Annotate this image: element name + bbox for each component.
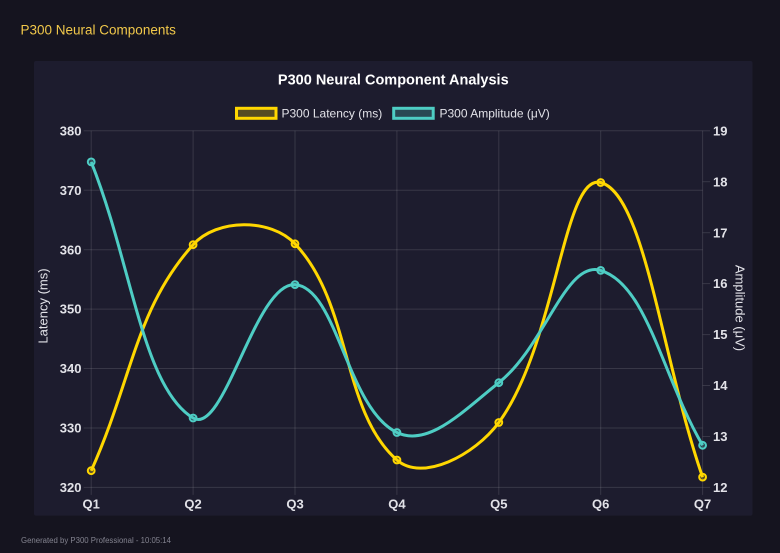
svg-text:Q3: Q3 [286, 497, 303, 512]
svg-text:Q5: Q5 [490, 497, 507, 512]
svg-text:18: 18 [713, 174, 727, 189]
svg-text:P300 Neural Components: P300 Neural Components [21, 22, 177, 37]
svg-text:320: 320 [60, 480, 82, 495]
svg-text:19: 19 [713, 123, 727, 138]
svg-text:Latency (ms): Latency (ms) [36, 268, 51, 343]
svg-text:380: 380 [60, 123, 82, 138]
svg-text:P300 Latency (ms): P300 Latency (ms) [282, 106, 383, 120]
svg-text:13: 13 [713, 429, 727, 444]
svg-text:340: 340 [60, 361, 82, 376]
svg-text:15: 15 [713, 327, 727, 342]
svg-text:P300 Amplitude (μV): P300 Amplitude (μV) [440, 106, 550, 120]
svg-text:360: 360 [60, 242, 82, 257]
svg-text:P300 Neural Component Analysis: P300 Neural Component Analysis [278, 73, 509, 89]
svg-text:330: 330 [60, 421, 82, 436]
svg-text:350: 350 [60, 302, 82, 317]
svg-text:12: 12 [713, 480, 727, 495]
svg-text:Amplitude (μV): Amplitude (μV) [733, 265, 748, 351]
svg-text:Q1: Q1 [83, 497, 100, 512]
svg-text:14: 14 [713, 378, 728, 393]
svg-text:Generated by P300 Professional: Generated by P300 Professional - 10:05:1… [21, 536, 172, 545]
svg-text:Q7: Q7 [694, 497, 711, 512]
svg-text:Q6: Q6 [592, 497, 609, 512]
svg-text:Q4: Q4 [388, 497, 406, 512]
svg-text:17: 17 [713, 225, 727, 240]
svg-text:Q2: Q2 [184, 497, 201, 512]
svg-text:370: 370 [60, 183, 82, 198]
svg-text:16: 16 [713, 276, 727, 291]
